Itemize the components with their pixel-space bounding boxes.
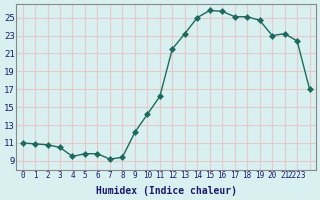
X-axis label: Humidex (Indice chaleur): Humidex (Indice chaleur) [96, 186, 236, 196]
